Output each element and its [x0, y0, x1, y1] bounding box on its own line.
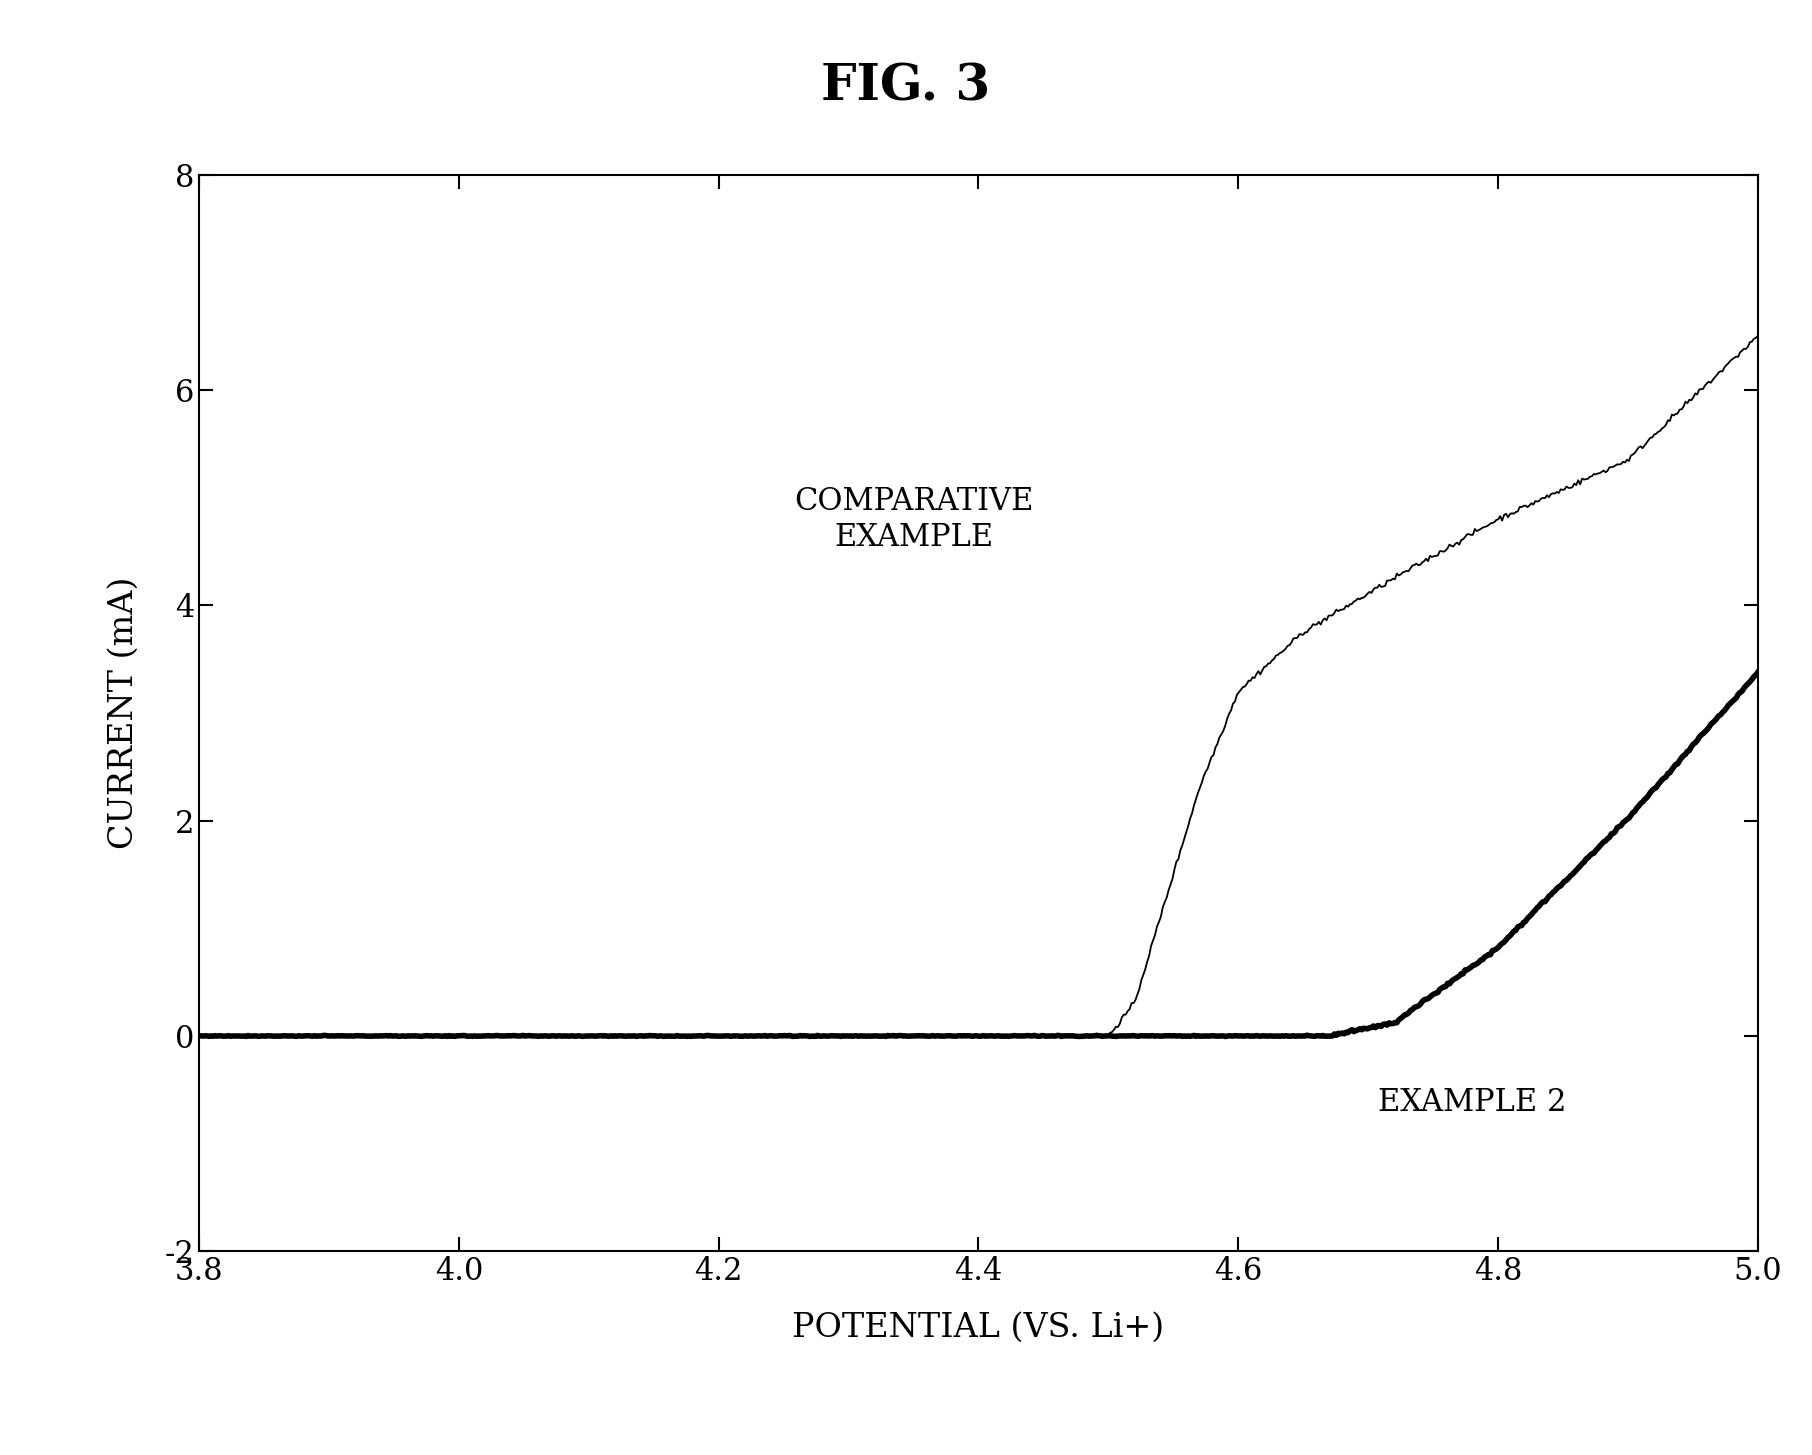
Text: FIG. 3: FIG. 3 — [821, 63, 991, 112]
Y-axis label: CURRENT (mA): CURRENT (mA) — [107, 576, 140, 850]
Text: COMPARATIVE
EXAMPLE: COMPARATIVE EXAMPLE — [794, 486, 1033, 553]
Text: EXAMPLE 2: EXAMPLE 2 — [1377, 1087, 1566, 1119]
X-axis label: POTENTIAL (VS. Li+): POTENTIAL (VS. Li+) — [792, 1312, 1165, 1344]
